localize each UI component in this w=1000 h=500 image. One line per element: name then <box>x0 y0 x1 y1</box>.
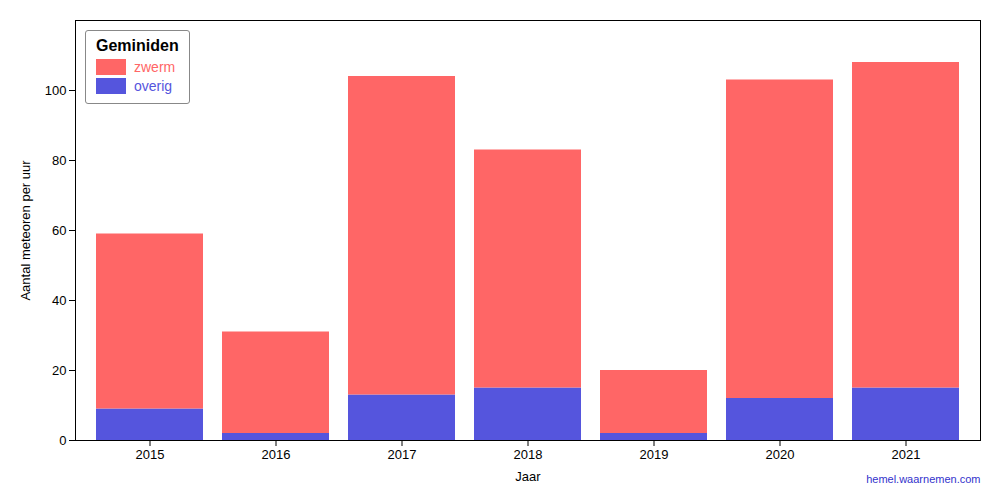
svg-text:2017: 2017 <box>388 447 417 462</box>
html-text:zwerm: zwerm <box>134 59 176 75</box>
svg-text:2021: 2021 <box>892 447 921 462</box>
svg-text:0: 0 <box>59 433 66 448</box>
svg-text:2015: 2015 <box>136 447 165 462</box>
svg-text:2019: 2019 <box>640 447 669 462</box>
svg-text:Jaar: Jaar <box>515 469 541 484</box>
svg-text:40: 40 <box>52 293 66 308</box>
html-text:Geminiden: Geminiden <box>96 37 179 54</box>
svg-text:hemel.waarnemen.com: hemel.waarnemen.com <box>866 473 980 485</box>
svg-text:2020: 2020 <box>766 447 795 462</box>
html-text:overig: overig <box>134 78 173 94</box>
svg-text:100: 100 <box>45 83 67 98</box>
svg-text:60: 60 <box>52 223 66 238</box>
svg-text:2016: 2016 <box>262 447 291 462</box>
svg-text:2018: 2018 <box>514 447 543 462</box>
svg-text:20: 20 <box>52 363 66 378</box>
svg-text:80: 80 <box>52 153 66 168</box>
svg-text:Aantal meteoren per uur: Aantal meteoren per uur <box>18 160 33 301</box>
